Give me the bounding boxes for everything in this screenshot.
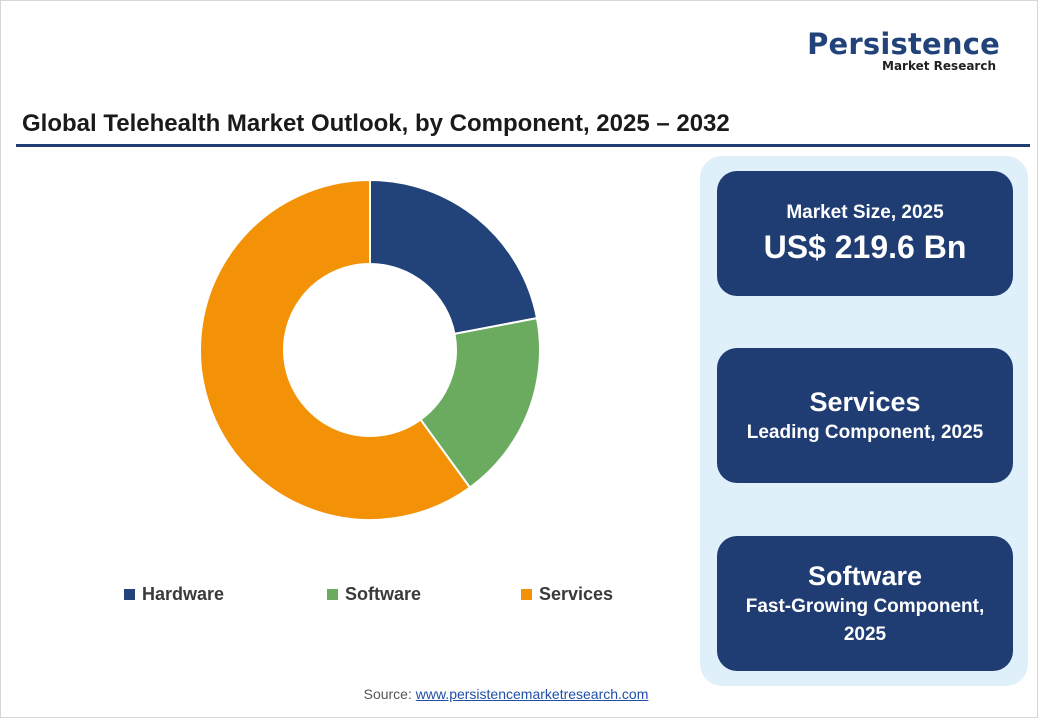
legend-label-software: Software — [345, 584, 422, 604]
title-divider — [16, 144, 1030, 147]
legend-item-software: Software — [327, 584, 421, 605]
legend-label-services: Services — [539, 584, 614, 604]
donut-slice-hardware — [369, 178, 539, 336]
leading-component-desc: Leading Component, 2025 — [746, 421, 984, 443]
market-size-value: US$ 219.6 Bn — [763, 228, 967, 265]
source-label: Source: — [363, 686, 412, 702]
chart-legend: Hardware Software Services — [0, 584, 1040, 608]
brand-name: Persistence — [807, 27, 1000, 61]
chart-title: Global Telehealth Market Outlook, by Com… — [22, 110, 730, 137]
legend-swatch-software — [327, 589, 338, 600]
brand-subtitle: Market Research — [882, 59, 996, 73]
legend-label-hardware: Hardware — [142, 584, 225, 604]
leading-component-name: Services — [809, 386, 921, 417]
market-size-card: Market Size, 2025 US$ 219.6 Bn — [717, 171, 1013, 296]
legend-swatch-services — [521, 589, 532, 600]
legend-swatch-hardware — [124, 589, 135, 600]
legend-item-hardware: Hardware — [124, 584, 224, 605]
source-note: Source: www.persistencemarketresearch.co… — [0, 686, 1012, 702]
legend-item-services: Services — [521, 584, 613, 605]
fast-growing-card: Software Fast-Growing Component, 2025 — [717, 536, 1013, 671]
brand-logo: Persistence Market Research — [790, 28, 1000, 73]
source-link[interactable]: www.persistencemarketresearch.com — [415, 686, 649, 702]
donut-slice-software — [419, 316, 541, 489]
donut-chart — [199, 178, 541, 521]
leading-component-card: Services Leading Component, 2025 — [717, 348, 1013, 483]
donut-slice-services — [199, 178, 472, 521]
market-size-label: Market Size, 2025 — [786, 201, 944, 223]
fast-growing-desc: Fast-Growing Component, 2025 — [745, 595, 985, 645]
fast-growing-name: Software — [807, 560, 923, 591]
